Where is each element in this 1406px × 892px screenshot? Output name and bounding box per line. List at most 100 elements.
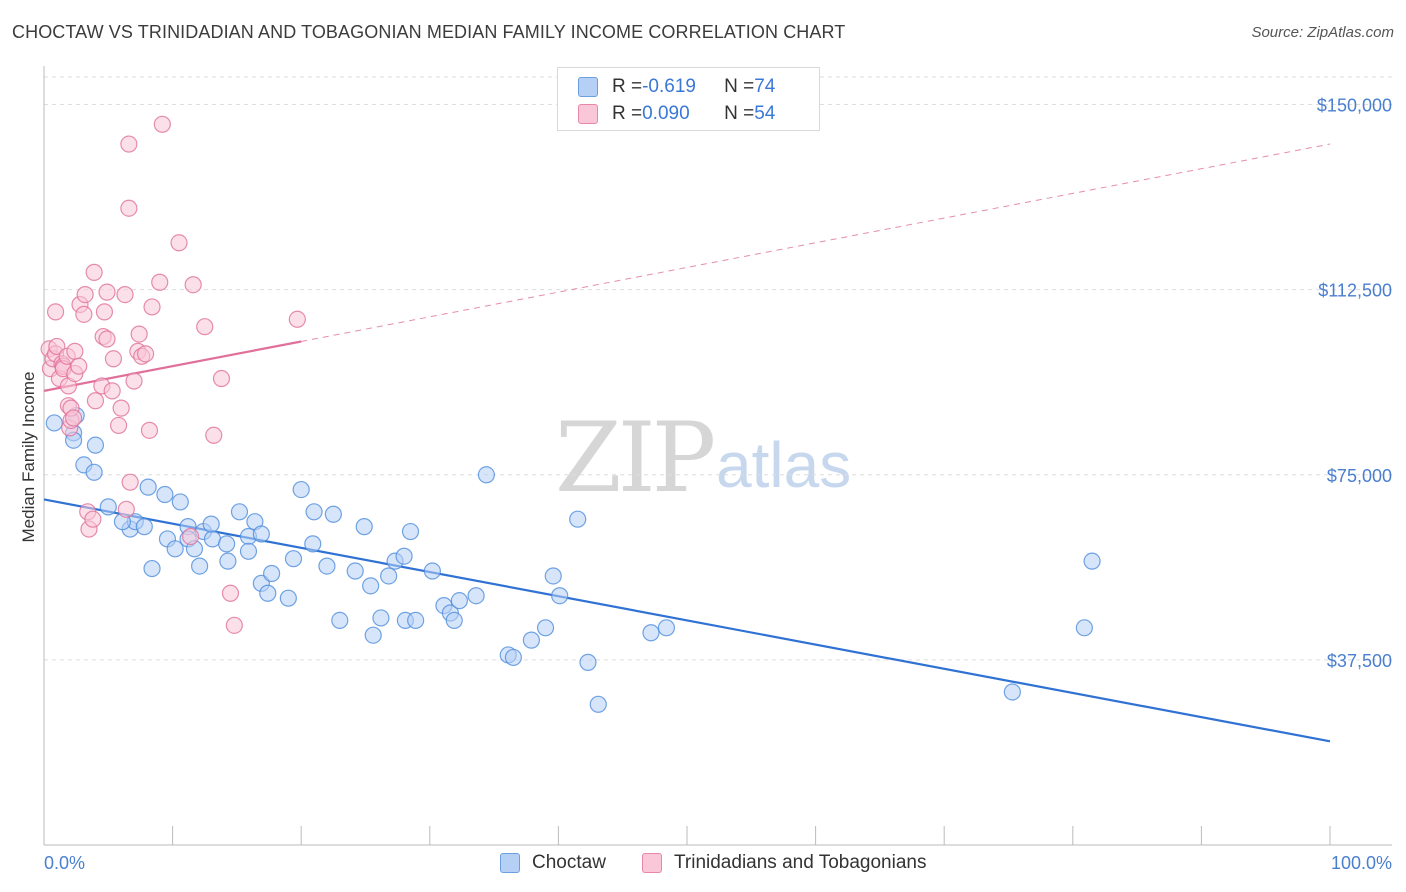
trinidadian-point	[182, 527, 200, 546]
choctaw-point	[522, 631, 540, 649]
trinidadian-point	[205, 426, 223, 444]
correlation-legend: R = -0.619 N = 74 R = 0.090 N = 54	[557, 67, 820, 131]
choctaw-point	[544, 567, 562, 585]
trinidadian-point	[46, 303, 65, 321]
choctaw-point	[143, 559, 161, 578]
choctaw-point	[86, 436, 105, 454]
trinidadian-point	[48, 337, 66, 356]
choctaw-point	[407, 611, 425, 629]
trinidadian-point	[98, 283, 116, 301]
legend-swatch-choctaw	[578, 77, 598, 97]
series-legend-trinidadian: Trinidadians and Tobagonians	[642, 852, 926, 874]
legend-row-choctaw: R = -0.619 N = 74	[578, 75, 775, 99]
trinidadian-point	[225, 616, 243, 634]
y-tick-label: $37,500	[1327, 651, 1392, 671]
choctaw-point	[45, 414, 63, 432]
trinidadian-point	[121, 473, 139, 491]
trinidadian-point	[170, 234, 188, 252]
choctaw-point	[279, 589, 297, 607]
choctaw-point	[252, 525, 270, 543]
watermark-atlas: atlas	[716, 429, 852, 501]
choctaw-point	[450, 592, 468, 610]
trinidadian-point	[151, 273, 169, 291]
legend-swatch-trinidadian	[578, 104, 598, 124]
trinidadian-point	[66, 342, 84, 360]
tick-labels: $37,500 $75,000 $112,500 $150,000 0.0% 100.0%	[44, 96, 1392, 873]
choctaw-point	[401, 522, 420, 541]
legend-n-label: N =	[724, 76, 755, 97]
legend-n-value: 54	[754, 103, 776, 124]
choctaw-point	[364, 626, 382, 644]
trinidadian-point	[76, 286, 94, 304]
legend-r-value: 0.090	[642, 103, 690, 124]
choctaw-point	[191, 557, 209, 575]
trinidadian-point	[64, 409, 83, 427]
legend-row-trinidadian: R = 0.090 N = 54	[578, 102, 775, 126]
choctaw-point	[1083, 552, 1101, 570]
trinidadian-trend-line	[43, 340, 302, 392]
choctaw-point	[324, 505, 342, 523]
chart-title: CHOCTAW VS TRINIDADIAN AND TOBAGONIAN ME…	[12, 22, 846, 42]
choctaw-point	[292, 480, 310, 499]
trinidadian-point	[112, 399, 130, 417]
trinidadian-point	[98, 330, 116, 348]
choctaw-point	[355, 518, 373, 536]
choctaw-point	[477, 466, 495, 484]
choctaw-point	[589, 695, 607, 713]
trinidadian-point	[153, 115, 171, 133]
choctaw-point	[380, 567, 398, 585]
choctaw-point	[156, 485, 174, 504]
data-points	[40, 115, 1101, 713]
trinidadian-point	[288, 310, 306, 328]
choctaw-point	[569, 510, 587, 528]
choctaw-point	[305, 503, 323, 521]
choctaw-point	[362, 577, 380, 595]
legend-r-label: R =	[612, 76, 643, 97]
trinidadian-point	[70, 357, 88, 375]
trinidadian-point	[116, 286, 134, 304]
choctaw-point	[171, 493, 189, 511]
x-tick-label-start: 0.0%	[44, 853, 85, 873]
choctaw-point	[85, 463, 103, 481]
trinidadian-point	[184, 276, 202, 294]
trinidadian-point	[125, 372, 143, 390]
y-axis-label: Median Family Income	[19, 371, 38, 542]
choctaw-point	[331, 611, 349, 629]
trinidadian-point	[75, 305, 93, 323]
choctaw-point	[239, 542, 258, 560]
choctaw-point	[395, 547, 413, 565]
trinidadian-point	[120, 199, 138, 217]
choctaw-point	[657, 619, 676, 637]
x-tick-label-end: 100.0%	[1331, 853, 1392, 873]
watermark-zip: ZIP	[555, 402, 716, 514]
choctaw-point	[1003, 683, 1021, 701]
choctaw-point	[230, 503, 249, 521]
choctaw-point	[202, 515, 220, 533]
choctaw-point	[467, 587, 485, 605]
axes	[43, 66, 1392, 846]
trinidadian-point	[196, 318, 214, 336]
trinidadian-point	[85, 263, 103, 281]
choctaw-point	[551, 587, 569, 605]
trinidadian-point	[130, 325, 148, 343]
trinidadian-point	[140, 421, 159, 439]
choctaw-point	[642, 624, 660, 642]
series-label-choctaw: Choctaw	[532, 852, 606, 873]
choctaw-point	[445, 611, 463, 629]
y-tick-label: $75,000	[1327, 466, 1392, 486]
series-label-trinidadian: Trinidadians and Tobagonians	[674, 852, 927, 873]
choctaw-point	[218, 535, 236, 553]
trinidadian-point	[84, 510, 102, 528]
trinidadian-point	[136, 345, 155, 363]
choctaw-point	[284, 550, 303, 568]
choctaw-point	[139, 478, 157, 496]
series-swatch-trinidadian	[642, 853, 662, 873]
choctaw-point	[504, 648, 522, 667]
trinidadian-point	[143, 298, 161, 316]
grid-lines	[44, 76, 1392, 661]
trend-lines	[43, 143, 1331, 743]
trinidadian-point	[120, 135, 138, 153]
trinidadian-trend-extension	[301, 143, 1331, 342]
y-tick-label: $112,500	[1318, 281, 1392, 301]
choctaw-point	[219, 552, 237, 570]
